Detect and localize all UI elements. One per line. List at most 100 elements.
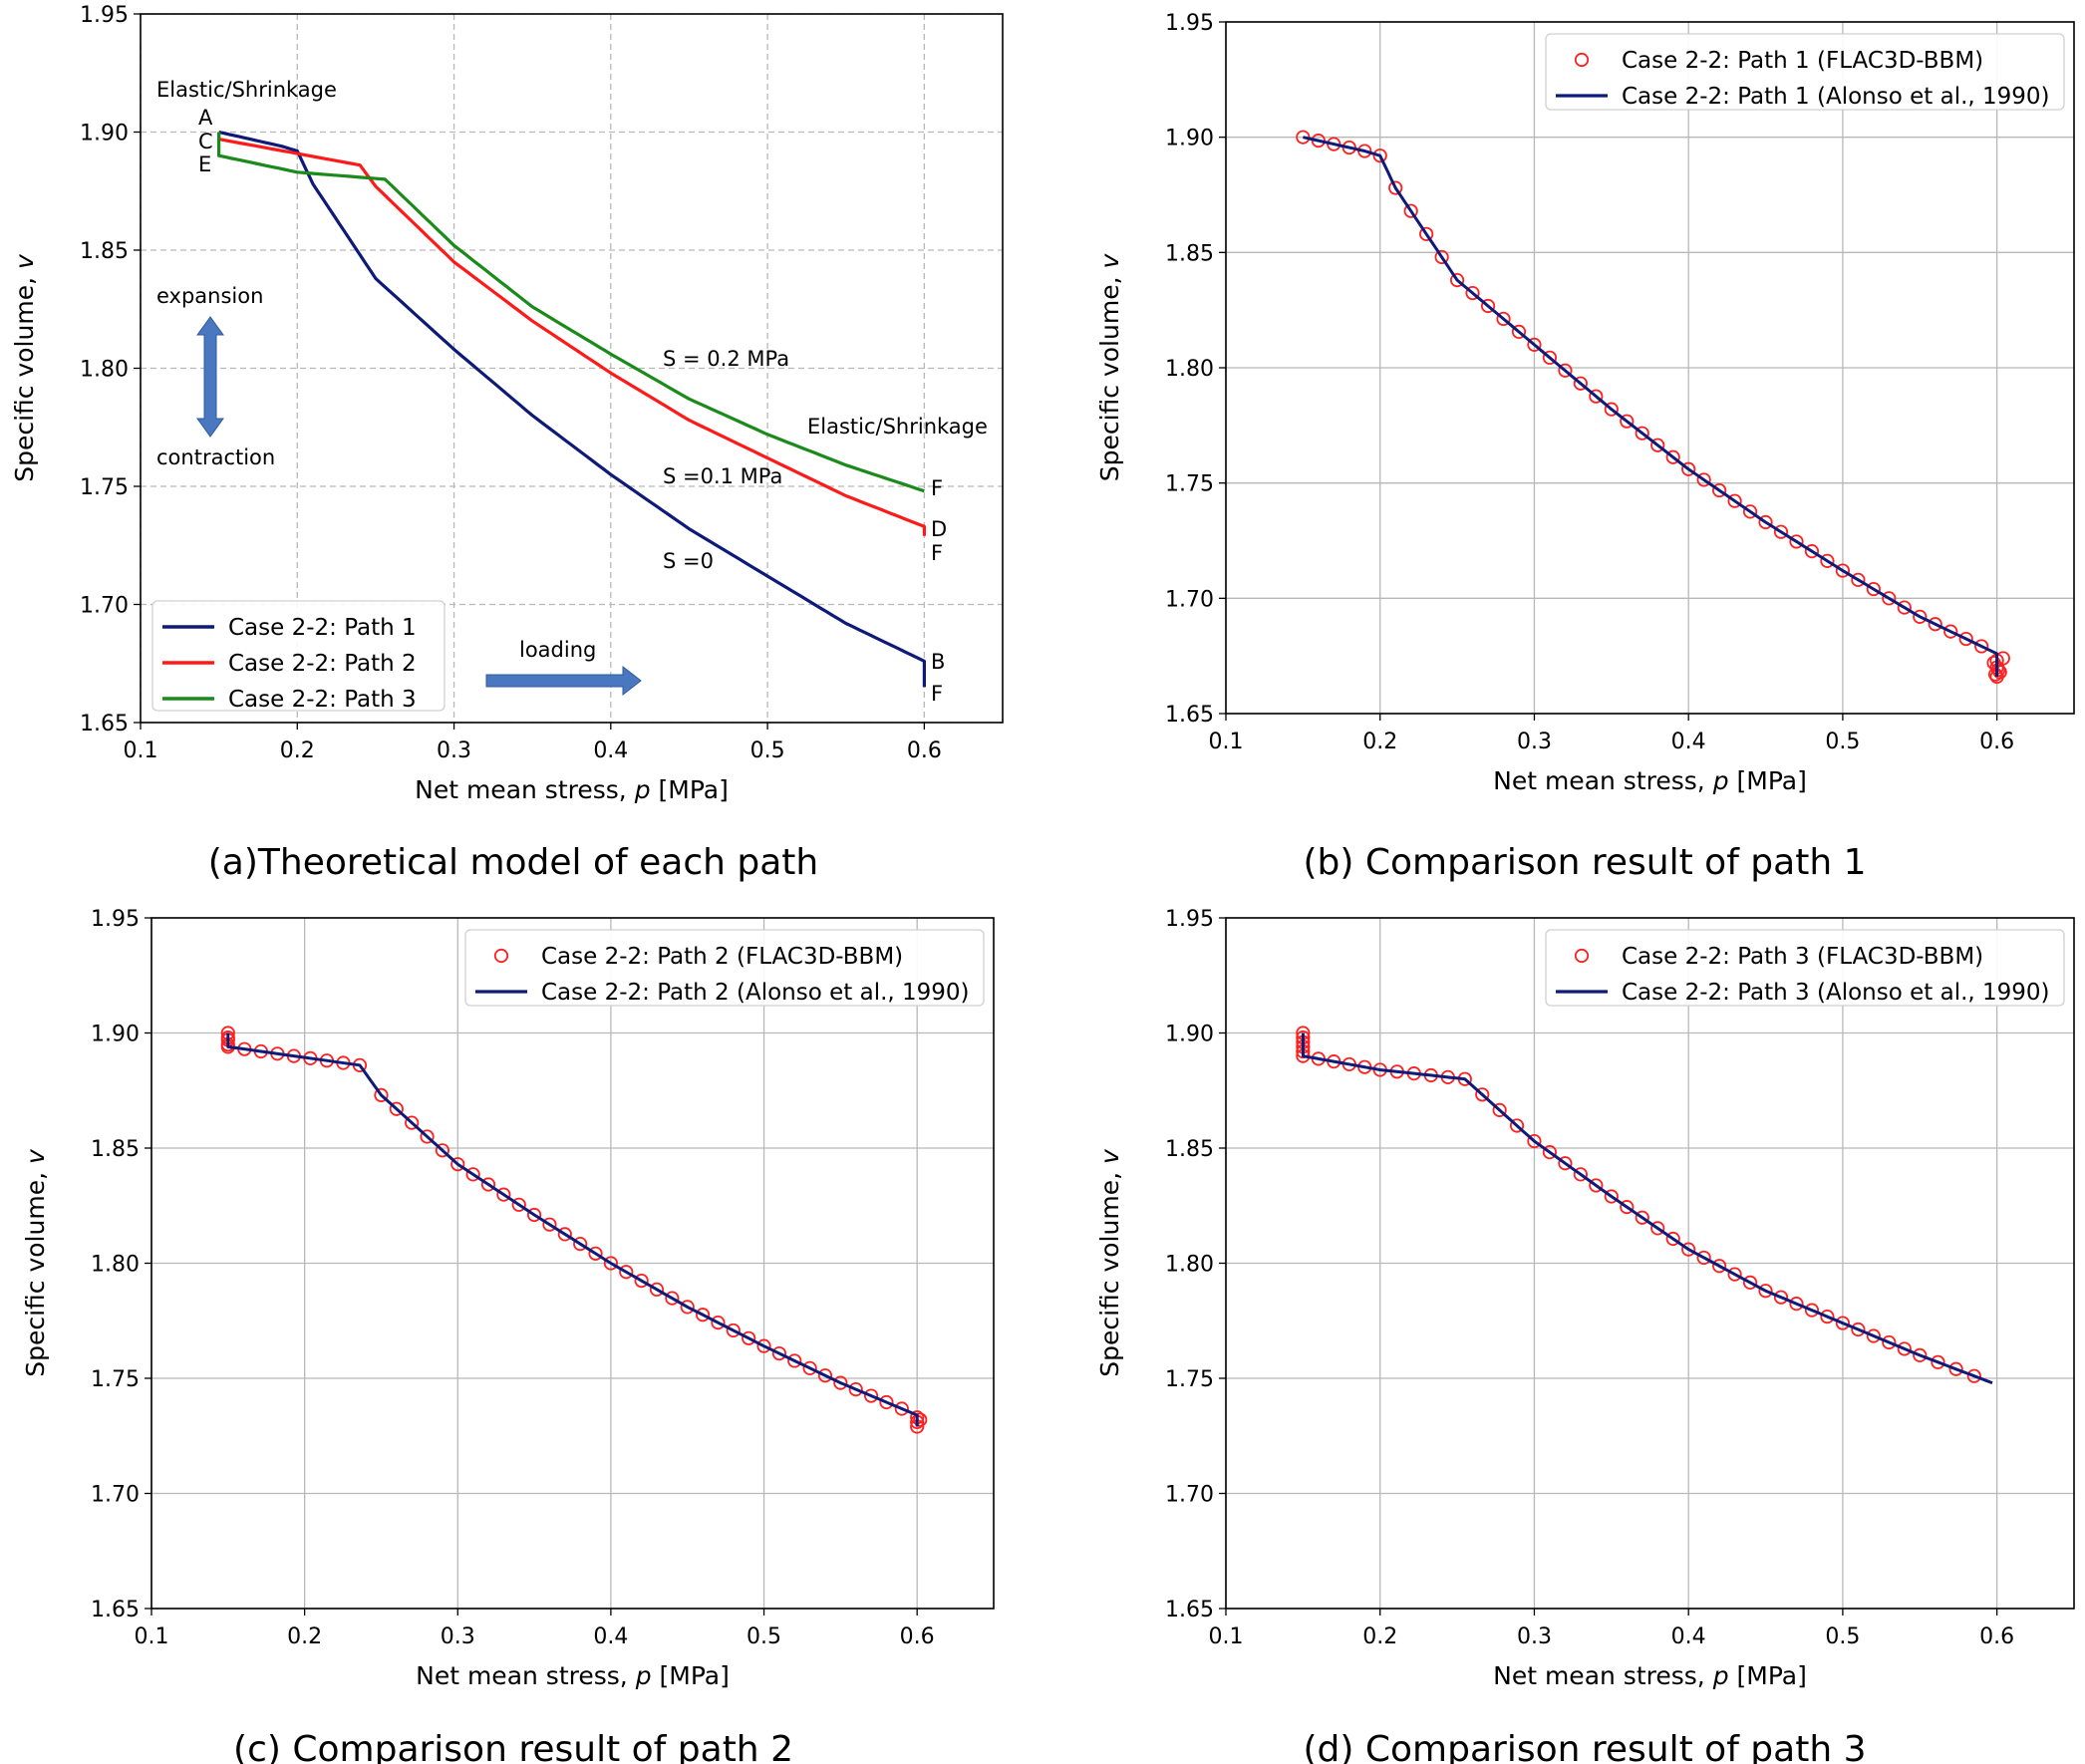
y-tick-label: 1.95 <box>1165 907 1214 932</box>
expansion-contraction-arrow <box>196 316 224 438</box>
y-tick-label: 1.90 <box>91 1023 140 1047</box>
series-a <box>217 130 927 688</box>
legend-box <box>151 600 446 712</box>
data-marker <box>817 1368 833 1383</box>
data-marker <box>573 1236 588 1252</box>
x-axis-label-unit: [MPa] <box>651 775 729 804</box>
x-tick-label: 0.5 <box>1825 1624 1860 1649</box>
grid-c <box>150 917 994 1610</box>
data-marker <box>1742 1275 1758 1291</box>
y-tick-label: 1.80 <box>80 358 129 383</box>
data-marker <box>1475 1087 1490 1102</box>
y-tick-label: 1.75 <box>1165 472 1214 497</box>
ticks-a: 0.1 0.2 0.3 0.4 0.5 0.6 1.65 1.70 1.75 1.80 1.85 1.… <box>80 3 942 763</box>
annotation-suction-0-2: S = 0.2 MPa <box>663 347 789 371</box>
data-marker <box>1665 449 1680 464</box>
y-tick-label: 1.65 <box>1165 1598 1214 1622</box>
y-axis-label-d: Specific volume, v <box>1095 1148 1124 1377</box>
data-marker <box>1509 1118 1525 1133</box>
y-tick-label: 1.85 <box>91 1137 140 1162</box>
x-tick-label: 0.3 <box>1517 1624 1552 1649</box>
data-marker <box>1804 1303 1820 1318</box>
data-marker <box>863 1388 879 1403</box>
data-marker <box>450 1157 465 1172</box>
data-marker <box>1696 472 1711 487</box>
series-d <box>1296 1026 1993 1385</box>
data-marker <box>1913 1347 1928 1363</box>
data-marker <box>1527 1133 1542 1149</box>
data-marker <box>619 1265 634 1280</box>
annotation-point-f-mid: F <box>931 541 943 565</box>
x-axis-label-text: Net mean stress, <box>415 775 635 804</box>
legend-label-2: Case 2-2: Path 1 (Alonso et al., 1990) <box>1622 84 2050 110</box>
ticks-b: 0.1 0.2 0.3 0.4 0.5 0.6 1.65 1.70 1.75 1.80 1.85 1.… <box>1165 11 2014 754</box>
y-axis-label-var: v <box>1095 253 1124 269</box>
x-axis-label-b: Net mean stress, p [MPa] <box>1493 766 1807 795</box>
y-tick-label: 1.80 <box>1165 1253 1214 1278</box>
x-axis-label-unit: [MPa] <box>652 1661 730 1690</box>
caption-c: (c) Comparison result of path 2 <box>233 1729 793 1764</box>
data-marker <box>1635 426 1649 441</box>
data-marker <box>1958 631 1973 647</box>
caption-a: (a)Theoretical model of each path <box>208 842 819 883</box>
chart-panel-d: 0.1 0.2 0.3 0.4 0.5 0.6 1.65 1.70 1.75 1.80 1.85 1.… <box>1095 907 2075 1764</box>
data-marker <box>1931 1354 1945 1369</box>
data-marker <box>1434 249 1449 265</box>
y-tick-label: 1.65 <box>1165 703 1214 728</box>
legend-b: Case 2-2: Path 1 (FLAC3D-BBM) Case 2-2: P… <box>1545 33 2065 111</box>
data-marker <box>1620 414 1635 429</box>
data-marker <box>1758 514 1773 530</box>
series-line <box>226 1032 919 1427</box>
x-tick-label: 0.3 <box>441 1624 475 1649</box>
data-marker <box>1589 1178 1604 1193</box>
data-marker <box>1511 324 1527 340</box>
data-marker <box>1650 1221 1665 1236</box>
data-marker <box>1851 572 1866 587</box>
data-marker <box>680 1300 695 1315</box>
data-marker <box>665 1291 680 1306</box>
y-tick-label: 1.90 <box>80 122 129 147</box>
data-marker <box>465 1167 480 1182</box>
data-marker <box>848 1381 863 1397</box>
data-marker <box>1388 180 1403 195</box>
x-axis-label-d: Net mean stress, p [MPa] <box>1493 1661 1807 1690</box>
data-marker <box>1758 1284 1773 1299</box>
y-axis-label-var: v <box>1095 1148 1124 1164</box>
legend-box <box>1545 33 2065 111</box>
data-marker <box>726 1323 741 1338</box>
x-tick-label: 0.6 <box>1979 1624 2014 1649</box>
data-marker <box>1419 226 1434 241</box>
legend-label-1: Case 2-2: Path 2 (FLAC3D-BBM) <box>541 944 903 970</box>
y-tick-label: 1.90 <box>1165 127 1214 151</box>
x-tick-label: 0.4 <box>1671 1624 1706 1649</box>
data-marker <box>526 1207 542 1223</box>
data-marker <box>742 1330 756 1345</box>
x-tick-label: 0.3 <box>1517 730 1552 754</box>
x-tick-label: 0.5 <box>1825 730 1860 754</box>
data-marker <box>695 1308 711 1323</box>
y-axis-label-text: Specific volume, <box>1095 269 1124 482</box>
data-marker <box>1542 350 1558 365</box>
y-axis-label-b: Specific volume, v <box>1095 253 1124 482</box>
data-marker <box>1966 1368 1981 1383</box>
annotation-point-a: A <box>198 106 213 130</box>
y-tick-label: 1.85 <box>1165 241 1214 266</box>
legend-swatch-marker <box>1574 52 1590 68</box>
x-tick-label: 0.4 <box>593 738 628 763</box>
data-marker <box>1573 1167 1588 1182</box>
x-tick-label: 0.1 <box>1209 730 1244 754</box>
data-marker <box>894 1401 909 1416</box>
x-tick-label: 0.1 <box>124 738 158 763</box>
annotation-point-c: C <box>198 130 213 153</box>
y-tick-label: 1.90 <box>1165 1023 1214 1047</box>
data-marker <box>1589 389 1604 404</box>
y-axis-label-a: Specific volume, v <box>10 253 39 482</box>
data-marker <box>557 1227 572 1242</box>
series-line <box>1301 1032 1993 1385</box>
data-marker <box>1558 363 1573 378</box>
data-marker <box>1480 298 1496 314</box>
data-marker <box>1496 311 1511 327</box>
series-line-3 <box>217 132 925 493</box>
data-marker <box>1928 617 1942 632</box>
